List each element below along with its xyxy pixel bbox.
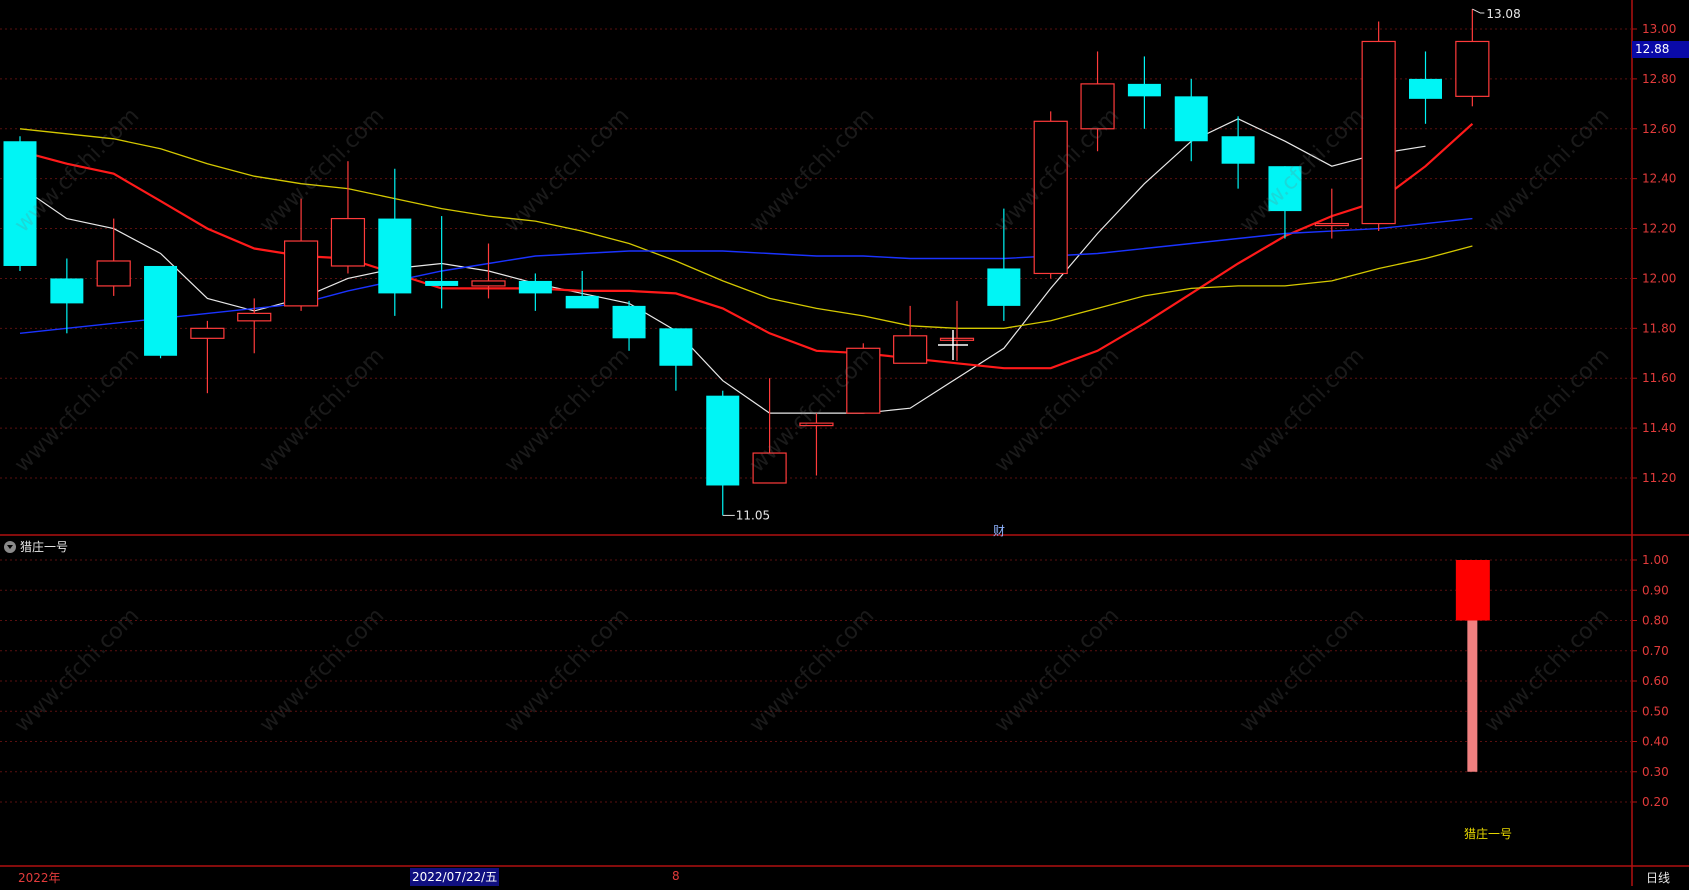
price-tick-label: 13.00 <box>1642 22 1676 36</box>
indicator-tick-label: 0.30 <box>1642 765 1669 779</box>
candle-body-up <box>846 347 881 414</box>
month-label: 8 <box>672 869 680 883</box>
price-tick-label: 11.40 <box>1642 421 1676 435</box>
year-label: 2022年 <box>18 871 61 885</box>
indicator-tick-label: 1.00 <box>1642 553 1669 567</box>
candle-body-down <box>1221 136 1255 164</box>
candle-body-down <box>987 268 1021 306</box>
candle-body-up <box>1314 222 1349 227</box>
candle-body-down <box>518 280 552 294</box>
candle-body-up <box>330 217 366 267</box>
price-tick-label: 12.00 <box>1642 271 1676 285</box>
candle-body-down <box>425 280 459 286</box>
period-label[interactable]: 日线 <box>1646 871 1671 885</box>
candle-body-down <box>1174 96 1208 142</box>
indicator-tick-label: 0.50 <box>1642 704 1669 718</box>
candle-body-up <box>96 260 131 287</box>
indicator-tick-label: 0.70 <box>1642 644 1669 658</box>
indicator-tick-label: 0.60 <box>1642 674 1669 688</box>
price-tick-label: 12.80 <box>1642 72 1676 86</box>
price-tick-label: 12.20 <box>1642 222 1676 236</box>
collapse-icon[interactable] <box>4 541 16 553</box>
candle-body-down <box>612 305 646 339</box>
candle-body-down <box>3 141 37 266</box>
current-price-badge: 12.88 <box>1632 41 1689 58</box>
indicator-bar-top <box>1455 560 1490 621</box>
indicator-tick-label: 0.90 <box>1642 583 1669 597</box>
ma10-line <box>19 122 1474 370</box>
high-marker-label: 13.08 <box>1486 7 1520 21</box>
candle-body-up <box>237 312 272 322</box>
low-marker-label: 11.05 <box>736 508 770 522</box>
ma5-line <box>19 118 1426 414</box>
candle-body-up <box>1033 120 1068 275</box>
indicator-legend: 猎庄一号 <box>1464 827 1513 841</box>
candle-body-up <box>752 452 787 484</box>
candle-body-down <box>659 328 693 366</box>
candle-body-down <box>565 295 599 309</box>
candle-body-down <box>1127 83 1161 97</box>
candle-body-down <box>706 395 740 486</box>
candle-body-up <box>190 327 225 339</box>
candle-body-down <box>378 218 412 294</box>
ma20-line <box>19 128 1473 329</box>
candle-body-down <box>1409 78 1442 99</box>
candle-body-down <box>1268 166 1302 212</box>
indicator-title-label: 猎庄一号 <box>20 540 69 554</box>
crosshair-icon <box>938 330 968 360</box>
candle-body-up <box>939 337 975 341</box>
candle-body-up <box>893 335 928 364</box>
candle-body-up <box>471 280 506 287</box>
indicator-title[interactable]: 猎庄一号 <box>4 538 68 555</box>
candle-body-up <box>1455 40 1490 97</box>
indicator-tick-label: 0.80 <box>1642 614 1669 628</box>
candle-body-up <box>1080 83 1115 130</box>
candle-body-up <box>284 240 319 307</box>
indicator-tick-label: 0.40 <box>1642 735 1669 749</box>
indicator-bar-bottom <box>1467 620 1478 772</box>
cursor-date: 2022/07/22/五 <box>410 868 500 886</box>
candle-body-down <box>144 265 178 356</box>
candle-body-up <box>799 422 834 427</box>
price-tick-label: 11.20 <box>1642 471 1676 485</box>
price-tick-label: 12.60 <box>1642 122 1676 136</box>
indicator-tick-label: 0.20 <box>1642 795 1669 809</box>
candle-body-up <box>1361 40 1396 225</box>
finance-marker[interactable]: 财 <box>993 524 1006 538</box>
price-tick-label: 12.40 <box>1642 172 1676 186</box>
candle-body-down <box>50 278 84 304</box>
high-marker-arrow <box>1472 8 1485 14</box>
price-tick-label: 11.60 <box>1642 371 1676 385</box>
ma60-line <box>19 217 1473 334</box>
price-tick-label: 11.80 <box>1642 321 1676 335</box>
